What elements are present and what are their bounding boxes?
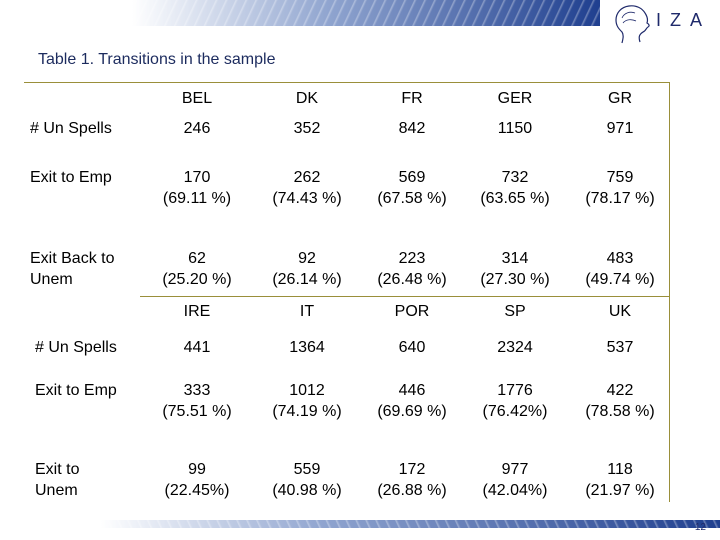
table-cell: 732 (63.65 %) — [480, 169, 550, 207]
row-label: Exit to Emp — [35, 382, 117, 399]
table-cell: 422 (78.58 %) — [585, 382, 655, 420]
row-label: Exit to Unem — [35, 461, 80, 499]
table-cell: 640 — [398, 339, 426, 356]
column-header-ger: GER — [497, 90, 533, 107]
table-cell: 352 — [293, 120, 321, 137]
table-middle-rule — [140, 296, 670, 297]
column-header-bel: BEL — [181, 90, 213, 107]
table-cell: 977 (42.04%) — [482, 461, 548, 499]
table-cell: 537 — [606, 339, 634, 356]
table-cell: 262 (74.43 %) — [272, 169, 342, 207]
head-profile-icon — [615, 5, 650, 44]
table-cell: 483 (49.74 %) — [585, 250, 655, 288]
column-header-uk: UK — [608, 303, 632, 320]
column-header-por: POR — [394, 303, 430, 320]
column-header-sp: SP — [504, 303, 526, 320]
table-cell: 92 (26.14 %) — [272, 250, 342, 288]
table-right-rule-lower — [669, 296, 670, 502]
table-cell: 118 (21.97 %) — [585, 461, 655, 499]
table-cell: 446 (69.69 %) — [377, 382, 447, 420]
table-cell: 842 — [398, 120, 426, 137]
table-cell: 223 (26.48 %) — [377, 250, 447, 288]
column-header-gr: GR — [608, 90, 632, 107]
table-cell: 1150 — [497, 120, 533, 137]
table-cell: 246 — [183, 120, 211, 137]
table-cell: 314 (27.30 %) — [480, 250, 550, 288]
table-cell: 1012 (74.19 %) — [272, 382, 342, 420]
row-label: Exit to Emp — [30, 169, 112, 186]
table-right-rule-upper — [669, 82, 670, 296]
logo-text: IZA — [656, 10, 712, 30]
table-cell: 170 (69.11 %) — [162, 169, 232, 207]
page-title: Table 1. Transitions in the sample — [38, 51, 276, 68]
table-cell: 971 — [606, 120, 634, 137]
footer-band — [0, 528, 720, 540]
column-header-fr: FR — [401, 90, 423, 107]
table-cell: 99 (22.45%) — [164, 461, 230, 499]
header-decoration-bar — [0, 0, 600, 26]
table-cell: 172 (26.88 %) — [377, 461, 447, 499]
row-label: Exit Back to Unem — [30, 250, 115, 288]
table-cell: 333 (75.51 %) — [162, 382, 232, 420]
column-header-ire: IRE — [183, 303, 211, 320]
row-label: # Un Spells — [35, 339, 117, 356]
page-number: 12 — [694, 522, 706, 533]
column-header-dk: DK — [295, 90, 319, 107]
iza-logo: IZA — [600, 0, 720, 50]
row-label: # Un Spells — [30, 120, 112, 137]
table-top-rule — [24, 82, 670, 83]
table-cell: 441 — [183, 339, 211, 356]
column-header-it: IT — [299, 303, 315, 320]
table-cell: 1364 — [289, 339, 325, 356]
table-cell: 2324 — [497, 339, 533, 356]
table-cell: 569 (67.58 %) — [377, 169, 447, 207]
table-cell: 559 (40.98 %) — [272, 461, 342, 499]
table-cell: 1776 (76.42%) — [482, 382, 548, 420]
table-cell: 759 (78.17 %) — [585, 169, 655, 207]
table-cell: 62 (25.20 %) — [162, 250, 232, 288]
